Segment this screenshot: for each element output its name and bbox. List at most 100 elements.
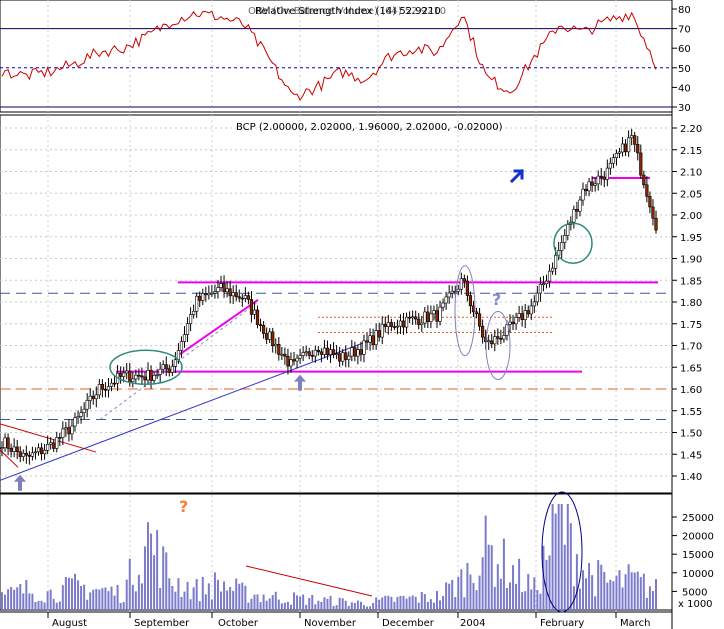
candle-body: [52, 442, 56, 449]
candle-body: [289, 359, 293, 367]
candle-body: [322, 347, 327, 355]
volume-bar: [125, 579, 128, 610]
volume-bar: [201, 576, 204, 610]
candle-body: [441, 302, 445, 308]
volume-bar: [545, 559, 548, 610]
volume-bar: [387, 595, 390, 610]
price-tick-label: 2.05: [680, 189, 702, 200]
candle-body: [173, 359, 177, 367]
candle-body: [471, 305, 476, 313]
volume-bar: [293, 592, 296, 610]
candle-body: [651, 206, 655, 219]
volume-bar: [223, 581, 226, 610]
candle-body: [572, 209, 576, 223]
candle-body: [401, 320, 406, 328]
candle-body: [46, 444, 50, 451]
candle-body: [100, 384, 104, 390]
rsi-tick-label: 30: [678, 103, 691, 114]
volume-bar: [320, 601, 323, 610]
x-axis-label: August: [52, 618, 87, 629]
candle-body: [234, 292, 238, 298]
candle-body: [560, 242, 564, 251]
candle-body: [70, 425, 74, 435]
candle-body: [140, 375, 144, 378]
candle-body: [611, 157, 616, 164]
candle-body: [596, 175, 600, 185]
candle-body: [237, 296, 241, 299]
volume-bar: [308, 598, 311, 610]
x-axis-label: September: [134, 618, 190, 629]
volume-bar: [104, 587, 107, 610]
candle-body: [76, 416, 80, 419]
volume-bar: [25, 579, 28, 610]
candle-body: [523, 310, 527, 320]
candle-body: [295, 357, 299, 362]
volume-tick-label: 15000: [682, 550, 714, 561]
candle-body: [213, 291, 217, 294]
volume-bar: [408, 596, 411, 610]
candle-body: [240, 297, 244, 300]
candle-body: [377, 330, 381, 338]
volume-bar: [204, 594, 207, 610]
volume-bar: [16, 587, 19, 610]
volume-bar: [496, 564, 499, 610]
candle-body: [79, 412, 83, 417]
candle-body: [444, 296, 448, 304]
volume-bar: [186, 581, 189, 610]
triangle-lower-line: [0, 449, 19, 468]
volume-bar: [280, 603, 283, 610]
price-tick-label: 1.50: [680, 429, 702, 440]
rising-trend-line: [179, 299, 259, 356]
volume-bar: [655, 579, 657, 610]
volume-bar: [530, 589, 533, 610]
candle-body: [550, 267, 555, 272]
candle-body: [456, 288, 460, 292]
candle-body: [0, 447, 4, 450]
candle-body: [313, 349, 317, 357]
volume-bar: [642, 573, 645, 610]
candle-body: [411, 316, 415, 319]
candle-body: [435, 310, 439, 322]
volume-bar: [341, 598, 344, 610]
volume-bar: [399, 595, 402, 610]
candle-body: [109, 382, 114, 387]
candle-body: [97, 384, 101, 396]
volume-tick-label: 25000: [682, 513, 714, 524]
volume-bar: [95, 588, 98, 610]
candle-body: [581, 188, 585, 201]
volume-bar: [439, 600, 442, 610]
candle-body: [310, 355, 314, 357]
x-axis-label: December: [382, 618, 435, 629]
volume-bar: [429, 599, 432, 610]
candle-body: [520, 313, 524, 320]
volume-bar: [411, 595, 414, 610]
volume-bar: [356, 600, 359, 610]
candle-body: [426, 311, 430, 322]
volume-bar: [113, 595, 116, 610]
volume-bar: [639, 577, 642, 610]
candle-body: [149, 370, 153, 381]
candle-body: [623, 143, 628, 153]
volume-bar: [624, 574, 627, 610]
candle-body: [188, 314, 193, 325]
candle-body: [252, 309, 257, 315]
candle-body: [599, 175, 603, 178]
candle-body: [179, 341, 184, 351]
price-tick-label: 2.15: [680, 146, 702, 157]
candle-body: [541, 283, 546, 286]
candle-body: [526, 310, 530, 315]
volume-bar: [630, 572, 633, 610]
candle-body: [152, 374, 156, 381]
volume-bar: [539, 593, 542, 610]
candle-body: [170, 366, 174, 373]
candle-body: [94, 394, 98, 400]
volume-bar: [140, 583, 143, 610]
volume-bar: [603, 571, 606, 610]
candle-body: [91, 395, 95, 400]
volume-bar: [37, 601, 40, 610]
volume-bar: [600, 564, 603, 610]
volume-bar: [83, 584, 86, 610]
price-tick-label: 1.40: [680, 472, 702, 483]
candle-body: [137, 374, 141, 377]
candle-body: [292, 359, 296, 362]
